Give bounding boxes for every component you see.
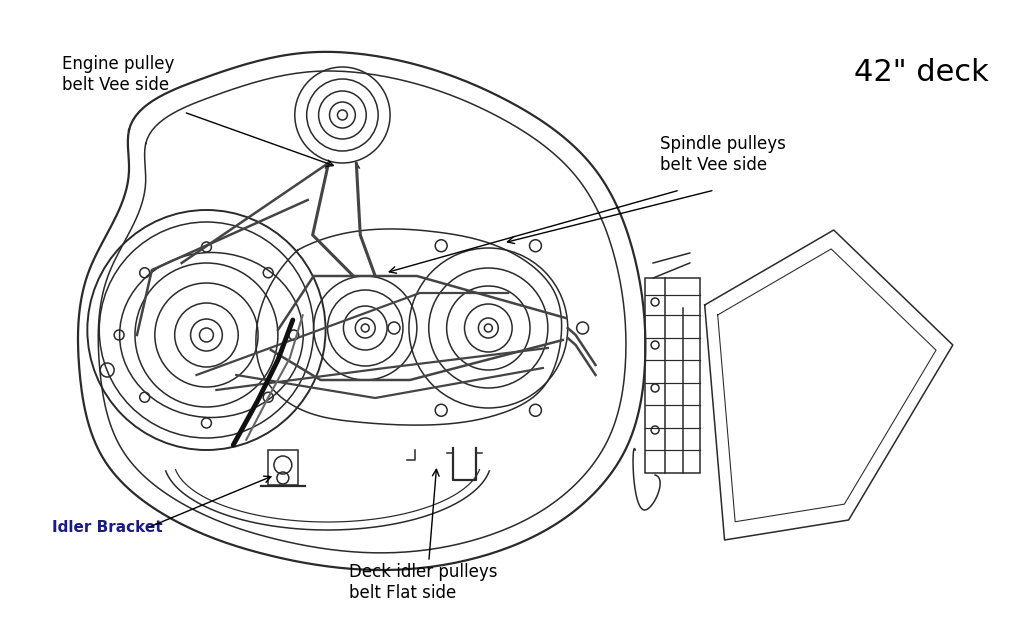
Text: Idler Bracket: Idler Bracket (51, 520, 162, 535)
Text: 42" deck: 42" deck (854, 58, 988, 87)
Text: Engine pulley
belt Vee side: Engine pulley belt Vee side (61, 55, 174, 94)
Bar (268, 450, 298, 485)
Text: Deck idler pulleys
belt Flat side: Deck idler pulleys belt Flat side (349, 563, 498, 602)
Bar (645, 278, 699, 473)
Text: Spindle pulleys
belt Vee side: Spindle pulleys belt Vee side (660, 135, 785, 174)
